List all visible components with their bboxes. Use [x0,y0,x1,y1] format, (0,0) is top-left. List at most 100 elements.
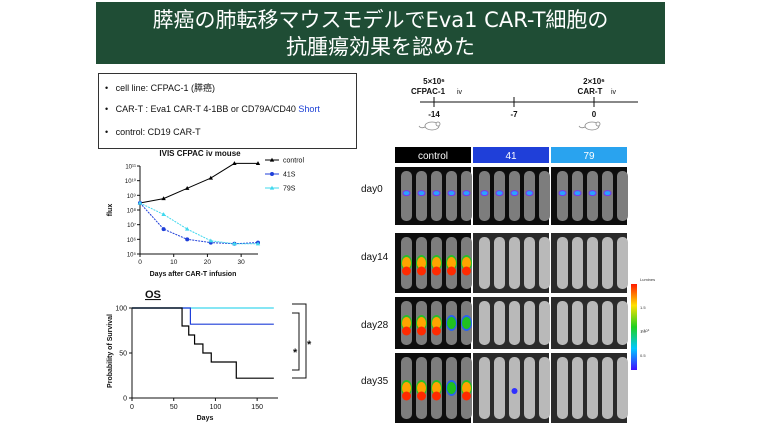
signal-mid [448,191,455,196]
signal-mid [447,317,456,329]
signal-mid [559,191,566,196]
scale-value: 1.5 [640,305,646,310]
mouse-silhouette [572,237,583,289]
signal-core [432,266,441,276]
timeline-tumor-dose: 5×10⁶ [423,77,445,86]
mouse-silhouette [587,301,598,345]
signal-mid [462,317,471,329]
signal-core [402,391,411,401]
mouse-silhouette [602,357,613,419]
signal-mid [417,317,426,329]
signal-mid [402,317,411,329]
title-line-1: 膵癌の肺転移マウスモデルでEva1 CAR-T細胞の [152,8,609,32]
scale-unit: ×10⁶ [641,328,650,333]
timeline-cart-cell: CAR-T [578,87,603,96]
signal-mid [574,191,581,196]
mouse-silhouette [524,301,535,345]
flux-x-tick-label: 20 [204,259,212,266]
mouse-icon-tumor [418,121,441,131]
timeline-label-m14: -14 [428,110,440,119]
flux-data-point [232,241,237,246]
signal-core [417,391,426,401]
flux-legend-label: 79S [283,186,296,193]
mouse-silhouette [494,237,505,289]
signal-mid [447,382,456,394]
flux-chart-title: IVIS CFPAC iv mouse [159,149,241,158]
mouse-silhouette [509,237,520,289]
scale-caption: Luminescence [640,277,655,282]
flux-y-tick-label: 10¹¹ [125,165,136,171]
signal-mid [462,382,471,394]
flux-legend-label: 41S [283,172,296,179]
flux-y-tick-label: 10⁹ [127,193,137,200]
signal-core [432,326,441,336]
significance-star-inner: * [293,347,298,359]
mouse-silhouette [572,357,583,419]
mouse-silhouette [587,357,598,419]
flux-series-line [139,162,258,204]
signal-mid [432,382,441,394]
mouse-silhouette [617,237,628,289]
os-title: OS [145,289,161,301]
flux-data-point [161,212,166,217]
title-banner: 膵癌の肺転移マウスモデルでEva1 CAR-T細胞の 抗腫瘍効果を認めた [96,2,665,64]
signal-core [402,326,411,336]
flux-data-point [185,237,190,242]
mouse-silhouette [617,171,628,221]
os-x-tick-label: 0 [130,404,134,411]
flux-y-label: flux [107,204,114,217]
day-label-28: day28 [361,320,389,331]
signal-mid [447,257,456,269]
header-41-label: 41 [505,151,517,162]
flux-data-point [232,161,237,166]
os-y-tick-label: 50 [119,351,127,358]
timeline-tumor-cell: CFPAC-1 [411,87,446,96]
mouse-silhouette [524,357,535,419]
flux-series-line [139,202,259,245]
signal-mid [496,191,503,196]
os-y-tick-label: 100 [115,306,127,313]
ivis-flux-chart: IVIS CFPAC iv mouse flux Days after CAR-… [107,149,304,278]
os-y-tick-label: 0 [123,396,127,403]
flux-legend-marker [270,172,274,176]
flux-data-point [185,186,190,190]
mouse-silhouette [509,301,520,345]
signal-mid [403,191,410,196]
os-y-label: Probability of Survival [107,314,114,388]
os-x-tick-label: 50 [170,404,178,411]
ivis-imaging-grid: control 41 79 Luminescence 1.5 1.0 0.5 ×10⁶ [395,147,655,423]
scale-value: 1.0 [640,329,646,334]
signal-mid [526,191,533,196]
signal-mid [402,257,411,269]
flux-data-point [137,200,143,205]
os-survival-curve [132,307,274,379]
mouse-silhouette [479,237,490,289]
timeline-label-m7: -7 [510,110,518,119]
flux-x-tick-label: 0 [138,259,142,266]
mouse-silhouette [572,301,583,345]
timeline-cart-dose: 2×10⁶ [583,77,605,86]
mouse-silhouette [494,301,505,345]
timeline-cart-route: iv [611,89,617,96]
signal-mid [463,191,470,196]
timeline-tumor-route: iv [457,89,463,96]
luminescence-scale: Luminescence 1.5 1.0 0.5 ×10⁶ [631,277,655,370]
signal-mid [511,191,518,196]
os-x-label: Days [197,415,214,422]
mouse-silhouette [557,357,568,419]
header-control [395,147,471,163]
mouse-silhouette [587,237,598,289]
flux-data-point [208,175,213,180]
signal-core [417,266,426,276]
flux-data-point [185,226,190,231]
header-79 [551,147,627,163]
flux-data-point [255,161,261,166]
scale-bar [631,284,637,370]
dosing-timeline: 5×10⁶ CFPAC-1 iv 2×10⁶ CAR-T iv -14 -7 0 [411,77,638,131]
signal-core [417,326,426,336]
flux-y-tick-label: 10⁵ [127,252,137,259]
signal-mid [604,191,611,196]
flux-y-tick-label: 10⁷ [127,222,136,229]
signal-core [447,266,456,276]
info-bullet-cell-line: • cell line: CFPAC-1 (膵癌) [105,83,216,93]
